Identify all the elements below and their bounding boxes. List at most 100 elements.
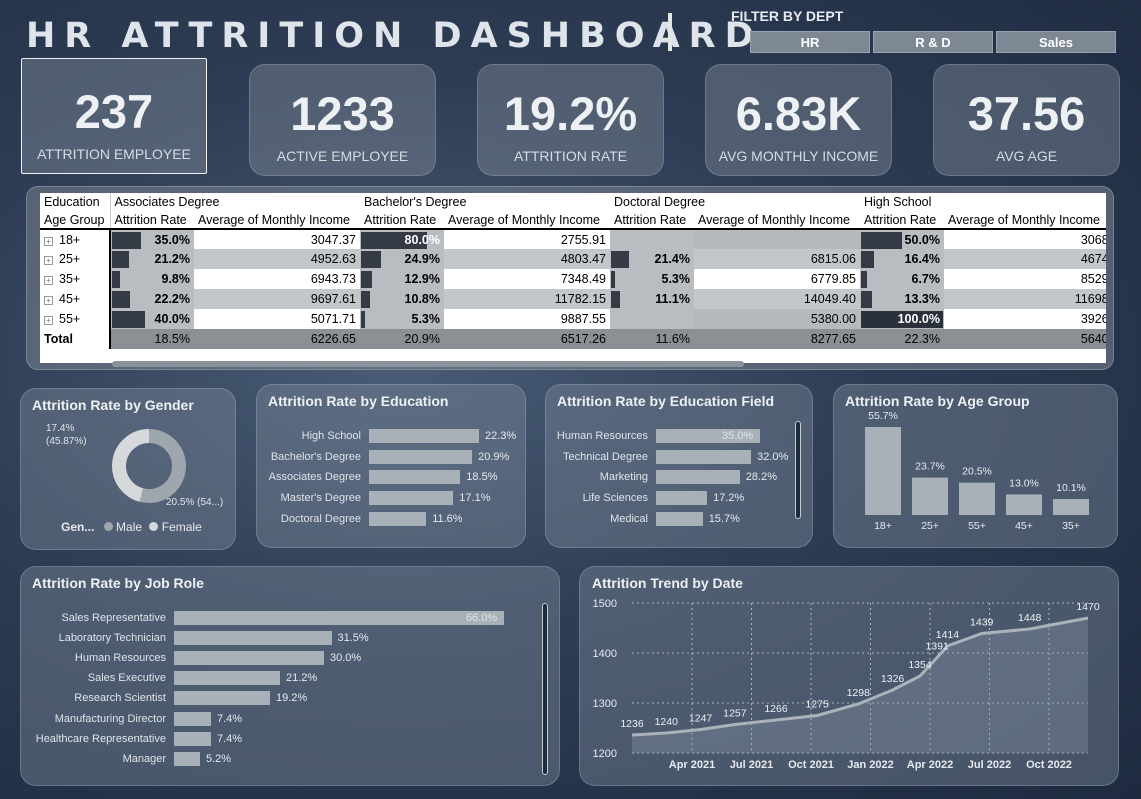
bar-row[interactable]: Human Resources 30.0%	[21, 651, 561, 667]
gender-donut[interactable]: 17.4% (45.87%) 20.5% (54...)	[21, 389, 237, 551]
rate-cell[interactable]: 80.0%	[360, 229, 444, 249]
bar-row[interactable]: High School 22.3%	[257, 429, 527, 445]
bar-row[interactable]: Human Resources 35.0%	[546, 429, 814, 445]
bar[interactable]	[656, 429, 760, 443]
income-cell[interactable]: 14049.40	[694, 289, 860, 309]
rate-cell[interactable]: 12.9%	[360, 269, 444, 289]
bar[interactable]	[369, 429, 479, 443]
column-bar[interactable]	[1006, 494, 1042, 515]
bar-row[interactable]: Technical Degree 32.0%	[546, 449, 814, 466]
bar-row[interactable]: Doctoral Degree 11.6%	[257, 511, 527, 528]
income-cell[interactable]: 11698.00	[944, 289, 1106, 309]
bar-row[interactable]: Marketing 28.2%	[546, 470, 814, 486]
bar-row[interactable]: Bachelor's Degree 20.9%	[257, 449, 527, 466]
bar[interactable]	[174, 711, 211, 726]
rate-cell[interactable]: 35.0%	[110, 229, 194, 249]
edu-field-scrollbar[interactable]	[795, 421, 801, 519]
rate-cell[interactable]: 13.3%	[860, 289, 944, 309]
column-bar[interactable]	[865, 427, 901, 515]
bar[interactable]	[369, 511, 427, 526]
income-cell[interactable]: 6943.73	[194, 269, 360, 289]
measure-header[interactable]: Attrition Rate	[114, 212, 187, 227]
bar[interactable]	[369, 470, 461, 485]
age-cell[interactable]: +25+	[40, 249, 111, 269]
matrix-scrollbar[interactable]	[112, 361, 744, 367]
bar-row[interactable]: Manufacturing Director 7.4%	[21, 711, 561, 728]
income-cell[interactable]: 11782.15	[444, 289, 610, 309]
income-cell[interactable]	[694, 229, 860, 249]
age-cell[interactable]: +18+	[40, 229, 111, 249]
income-cell[interactable]: 2755.91	[444, 229, 610, 249]
filter-sales-button[interactable]: Sales	[996, 31, 1116, 53]
table-row[interactable]: +18+ 35.0% 3047.37 80.0% 2755.91 50.0% 3068.90	[40, 229, 1106, 249]
filter-hr-button[interactable]: HR	[750, 31, 870, 53]
col-header[interactable]: Age Group	[40, 211, 111, 229]
income-cell[interactable]: 6779.85	[694, 269, 860, 289]
table-row[interactable]: +45+ 22.2% 9697.61 10.8% 11782.15 11.1% 14049.…	[40, 289, 1106, 309]
measure-header[interactable]: Attrition Rate	[614, 212, 687, 227]
bar-row[interactable]: Life Sciences 17.2%	[546, 491, 814, 507]
income-cell[interactable]: 4674.97	[944, 249, 1106, 269]
bar-row[interactable]: Research Scientist 19.2%	[21, 691, 561, 707]
measure-header[interactable]: Average of Monthly Income	[698, 212, 850, 227]
trend-chart[interactable]: 1200 1300 1400 1500 Apr 2021 Jul 2021 Oct 2021…	[580, 567, 1120, 787]
kpi-avg-monthly-income[interactable]: 6.83K AVG MONTHLY INCOME	[705, 64, 892, 176]
bar-row[interactable]: Manager 5.2%	[21, 751, 561, 768]
column-bar[interactable]	[1053, 499, 1089, 515]
column-bar[interactable]	[959, 482, 995, 515]
rate-cell[interactable]: 22.2%	[110, 289, 194, 309]
rate-cell[interactable]: 21.4%	[610, 249, 694, 269]
measure-header[interactable]: Average of Monthly Income	[948, 212, 1100, 227]
bar[interactable]	[174, 611, 504, 625]
age-cell[interactable]: +45+	[40, 289, 111, 309]
rate-cell[interactable]: 24.9%	[360, 249, 444, 269]
bar[interactable]	[369, 491, 454, 506]
age-cell[interactable]: +55+	[40, 309, 111, 329]
kpi-attrition-employee[interactable]: 237 ATTRITION EMPLOYEE	[21, 58, 207, 174]
income-cell[interactable]: 9887.55	[444, 309, 610, 329]
kpi-active-employee[interactable]: 1233 ACTIVE EMPLOYEE	[249, 64, 436, 176]
expand-icon[interactable]: +	[44, 236, 53, 246]
kpi-avg-age[interactable]: 37.56 AVG AGE	[933, 64, 1120, 176]
bar[interactable]	[656, 491, 708, 506]
bar[interactable]	[656, 449, 752, 464]
bar-row[interactable]: Associates Degree 18.5%	[257, 470, 527, 486]
table-row[interactable]: +55+ 40.0% 5071.71 5.3% 9887.55 5380.00 100.0%…	[40, 309, 1106, 329]
bar[interactable]	[174, 671, 280, 686]
rate-cell[interactable]	[610, 229, 694, 249]
rate-cell[interactable]: 5.3%	[610, 269, 694, 289]
measure-header[interactable]: Attrition Rate	[364, 212, 437, 227]
matrix-table[interactable]: Education Associates Degree Bachelor's D…	[40, 193, 1106, 363]
income-cell[interactable]: 4952.63	[194, 249, 360, 269]
income-cell[interactable]: 4803.47	[444, 249, 610, 269]
donut-slice-female[interactable]	[139, 429, 186, 503]
rate-cell[interactable]: 50.0%	[860, 229, 944, 249]
expand-icon[interactable]: +	[44, 256, 53, 265]
income-cell[interactable]: 7348.49	[444, 269, 610, 289]
bar-row[interactable]: Medical 15.7%	[546, 511, 814, 528]
rate-cell[interactable]: 9.8%	[110, 269, 194, 289]
bar-row[interactable]: Master's Degree 17.1%	[257, 491, 527, 507]
bar-row[interactable]: Sales Executive 21.2%	[21, 671, 561, 687]
income-cell[interactable]: 5380.00	[694, 309, 860, 329]
rate-cell[interactable]: 11.1%	[610, 289, 694, 309]
income-cell[interactable]: 8529.63	[944, 269, 1106, 289]
age-cell[interactable]: +35+	[40, 269, 111, 289]
bar-row[interactable]: Sales Representative 66.0%	[21, 611, 561, 627]
bar[interactable]	[174, 751, 200, 766]
income-cell[interactable]: 6815.06	[694, 249, 860, 269]
income-cell[interactable]: 3926.50	[944, 309, 1106, 329]
table-row[interactable]: +25+ 21.2% 4952.63 24.9% 4803.47 21.4% 6815.06…	[40, 249, 1106, 269]
rate-cell[interactable]: 6.7%	[860, 269, 944, 289]
bar[interactable]	[174, 631, 332, 646]
expand-icon[interactable]: +	[44, 276, 53, 285]
income-cell[interactable]: 3068.90	[944, 229, 1106, 249]
bar[interactable]	[656, 470, 740, 485]
rate-cell[interactable]: 100.0%	[860, 309, 944, 329]
job-role-scrollbar[interactable]	[542, 603, 548, 775]
expand-icon[interactable]: +	[44, 316, 53, 325]
bar[interactable]	[174, 651, 324, 666]
income-cell[interactable]: 9697.61	[194, 289, 360, 309]
measure-header[interactable]: Attrition Rate	[864, 212, 937, 227]
legend-female[interactable]: Female	[161, 520, 202, 534]
